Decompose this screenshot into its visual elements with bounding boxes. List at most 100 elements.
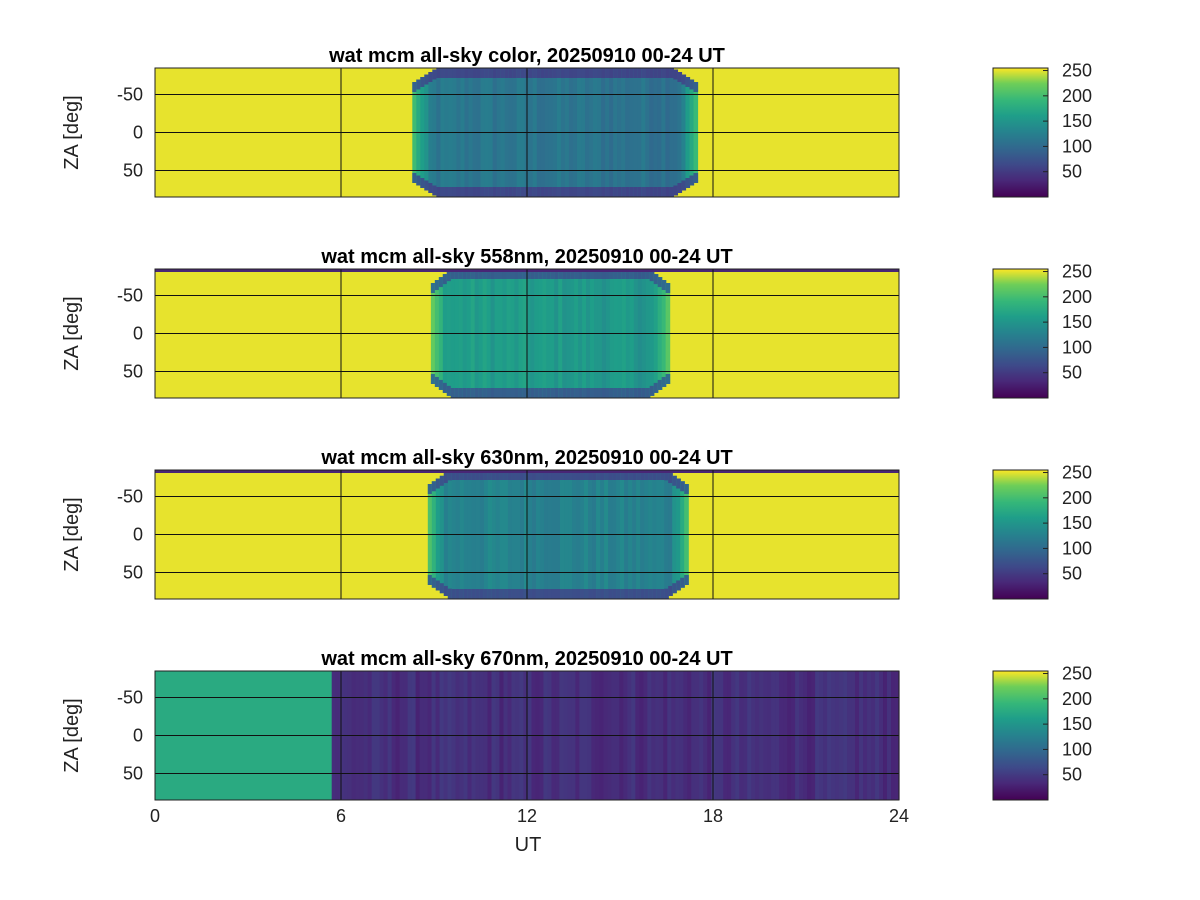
heatmap-edge-top (562, 269, 567, 279)
heatmap-edge-bottom (538, 388, 543, 398)
y-tick-label: -50 (117, 286, 143, 306)
heatmap-edge-top (617, 68, 622, 78)
heatmap-edge-bottom (617, 388, 623, 398)
y-axis-label: ZA [deg] (61, 497, 83, 572)
heatmap-edge-bottom (665, 187, 670, 197)
heatmap-edge-bottom (444, 187, 450, 197)
heatmap-edge-bottom (566, 388, 571, 398)
heatmap-edge-bottom (693, 173, 699, 183)
heatmap-edge-bottom (539, 589, 545, 599)
colorbar-tick-label: 250 (1062, 463, 1092, 483)
panel-2: wat mcm all-sky 558nm, 20250910 00-24 UT… (61, 246, 1092, 399)
heatmap-edge-bottom (416, 175, 421, 186)
axes-box (154, 268, 900, 399)
heatmap-edge-bottom (689, 175, 695, 186)
heatmap-edge-top (479, 470, 485, 480)
heatmap-edge-bottom (514, 388, 520, 398)
heatmap-edge-bottom (458, 388, 464, 398)
heatmap-edge-top (576, 470, 581, 480)
heatmap-edge-top (464, 68, 470, 78)
heatmap-edge-top (446, 271, 452, 282)
heatmap-edge-top (578, 269, 583, 279)
heatmap-edge-bottom (621, 388, 627, 398)
heatmap-edge-top (456, 68, 462, 78)
heatmap-edge-top (661, 68, 666, 78)
heatmap-edge-bottom (609, 388, 615, 398)
colorbar-tick-label: 200 (1062, 488, 1092, 508)
heatmap-edge-bottom (420, 178, 425, 188)
heatmap-edge-bottom (625, 187, 630, 197)
heatmap-edge-top (653, 274, 659, 285)
heatmap-edge-bottom (625, 388, 631, 398)
heatmap-edge-top (681, 74, 687, 85)
heatmap-edge-bottom (605, 388, 611, 398)
colorbar-tick-label: 200 (1062, 689, 1092, 709)
heatmap-edge-bottom (593, 187, 598, 197)
heatmap-edge-top (633, 269, 639, 279)
heatmap-edge-top (601, 68, 606, 78)
heatmap-edge-bottom (528, 187, 534, 197)
heatmap-edge-top (672, 475, 677, 486)
heatmap-edge-top (439, 475, 445, 486)
heatmap-edge-top (515, 470, 521, 480)
heatmap-edge-bottom (581, 187, 586, 197)
heatmap-edge-top (560, 470, 565, 480)
heatmap-edge-top (648, 470, 653, 480)
heatmap-edge-bottom (609, 187, 614, 197)
heatmap-edge-bottom (644, 589, 649, 599)
heatmap-edge-top (645, 68, 650, 78)
y-axis-label: ZA [deg] (61, 296, 83, 371)
colorbar-tick-label: 100 (1062, 136, 1092, 156)
heatmap-edge-top (653, 68, 658, 78)
heatmap-edge-bottom (594, 388, 599, 398)
heatmap-edge-bottom (487, 589, 493, 599)
heatmap-edge-top (661, 280, 667, 291)
heatmap-edge-bottom (438, 379, 444, 390)
heatmap-edge-top (576, 68, 582, 78)
colorbar-tick-label: 150 (1062, 111, 1092, 131)
heatmap-edge-top (636, 470, 641, 480)
heatmap-edge-top (593, 68, 598, 78)
heatmap-edge-top (483, 470, 489, 480)
heatmap-edge-top (657, 68, 662, 78)
panel-title: wat mcm all-sky 670nm, 20250910 00-24 UT (320, 648, 732, 670)
heatmap-edge-bottom (530, 388, 535, 398)
heatmap-edge-top (516, 68, 522, 78)
heatmap-edge-top (572, 68, 578, 78)
heatmap-edge-top (448, 68, 454, 78)
heatmap-edge-bottom (446, 385, 452, 396)
heatmap-edge-top (540, 68, 546, 78)
heatmap-edge-bottom (664, 588, 669, 599)
heatmap-edge-bottom (451, 589, 457, 599)
heatmap-edge-bottom (604, 589, 609, 599)
heatmap-edge-top (543, 470, 549, 480)
panel-title: wat mcm all-sky 630nm, 20250910 00-24 UT (320, 447, 732, 469)
heatmap-edge-bottom (547, 589, 553, 599)
heatmap-edge-top (538, 269, 543, 279)
heatmap-edge-bottom (661, 376, 667, 387)
heatmap-edge-top (420, 77, 425, 87)
heatmap-edge-top (684, 484, 689, 494)
heatmap-edge-bottom (649, 385, 655, 396)
heatmap-edge-bottom (463, 589, 469, 599)
heatmap-edge-top (482, 269, 488, 279)
heatmap-edge-top (506, 269, 512, 279)
heatmap-edge-top (494, 269, 500, 279)
heatmap-edge-bottom (685, 178, 691, 188)
heatmap-edge-top (641, 269, 647, 279)
heatmap-edge-top (458, 269, 464, 279)
heatmap-edge-top (431, 481, 437, 492)
heatmap-edge-top (522, 269, 527, 279)
heatmap-edge-top (560, 68, 566, 78)
y-tick-label: 50 (123, 160, 143, 180)
heatmap-edge-top (604, 470, 609, 480)
panel-3: wat mcm all-sky 630nm, 20250910 00-24 UT… (61, 447, 1092, 600)
heatmap-edge-top (592, 470, 597, 480)
heatmap-edge-top (609, 269, 615, 279)
heatmap-edge-top (556, 470, 561, 480)
x-tick-label: 12 (517, 806, 537, 826)
heatmap-edge-bottom (560, 187, 566, 197)
heatmap-edge-top (498, 269, 504, 279)
heatmap-edge-bottom (534, 388, 539, 398)
heatmap-edge-bottom (498, 388, 504, 398)
